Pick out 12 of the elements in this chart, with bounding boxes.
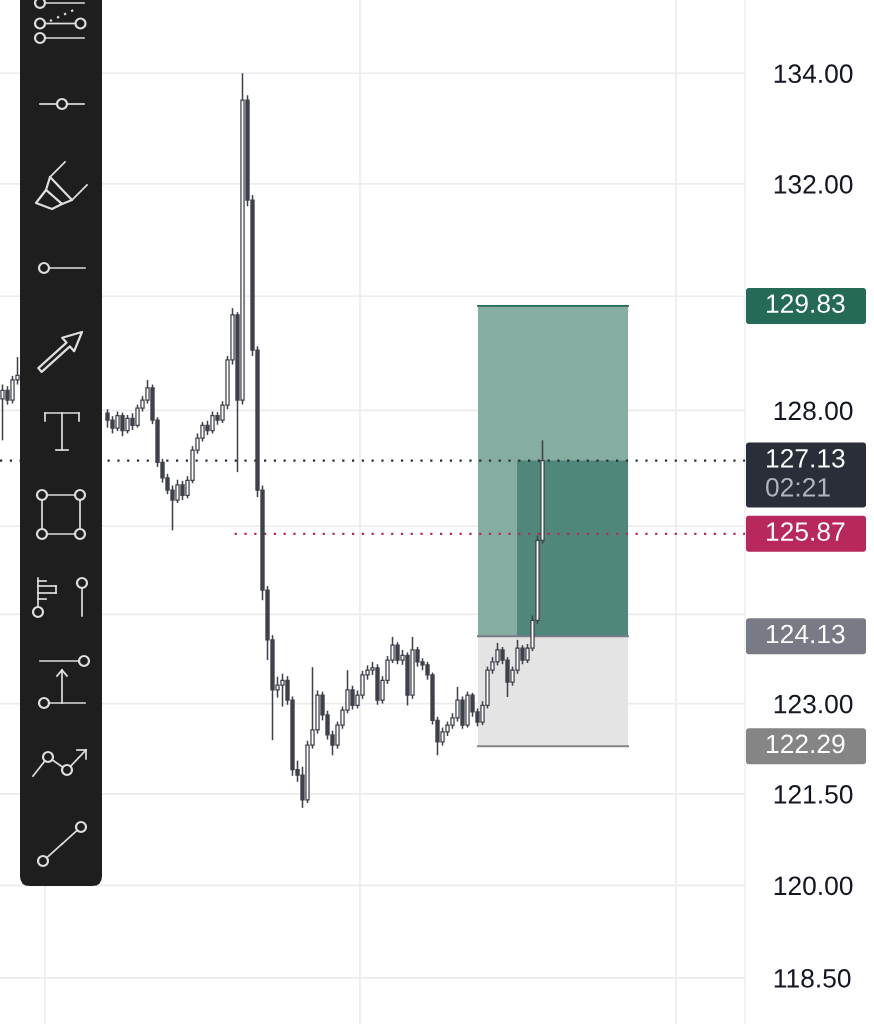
- text: 124.13: [767, 624, 845, 644]
- text: 129.83: [767, 294, 845, 313]
- y-tick-label: 118.50: [774, 969, 851, 988]
- y-tick-label: 121.50: [774, 785, 853, 804]
- y-tick-label: 120.00: [774, 876, 853, 896]
- y-tick-label: 123.00: [774, 694, 853, 714]
- text: 122.29: [767, 734, 845, 754]
- y-tick-label: 128.00: [774, 401, 853, 421]
- ref-line-label: 125.87: [767, 522, 845, 541]
- y-tick-label: 132.00: [774, 175, 853, 194]
- ref-line-label: 127.13 02:21: [766, 448, 845, 497]
- y-tick-label: 134.00: [774, 64, 853, 84]
